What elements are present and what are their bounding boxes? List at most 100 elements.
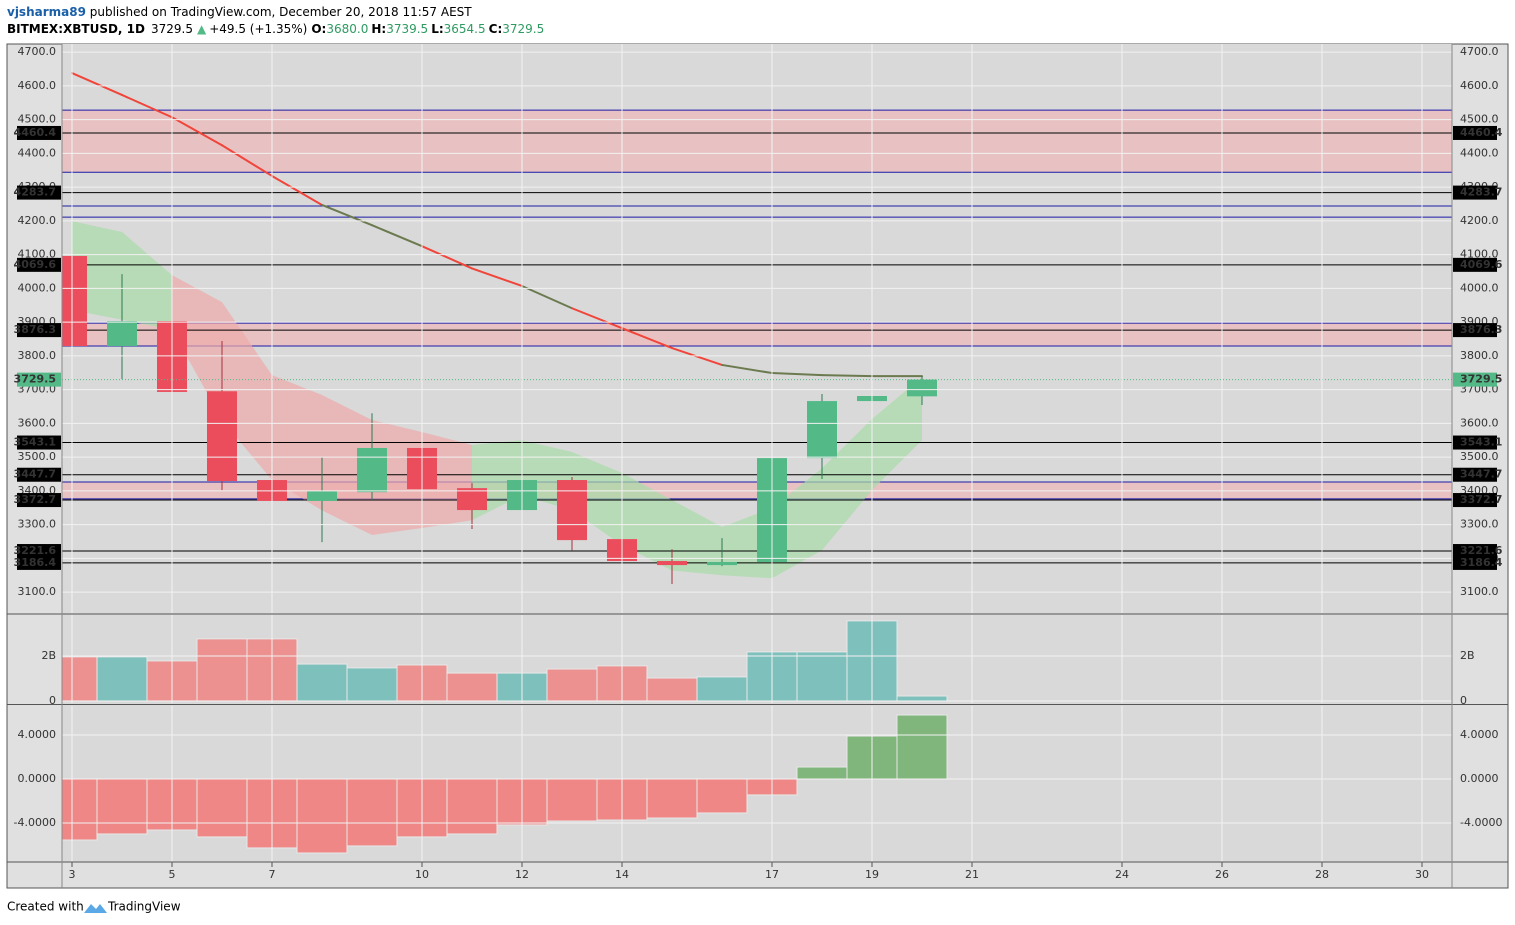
y-tick-label: 4.0000 (1460, 728, 1499, 741)
footer-brand[interactable]: TradingView (107, 900, 181, 914)
level-label: 3543.1 (1460, 436, 1502, 449)
candle-body (457, 488, 487, 511)
arrow: ▲ (197, 22, 207, 36)
level-box (1453, 493, 1497, 508)
author: vjsharma89 (7, 5, 86, 19)
c-label: C: (489, 22, 503, 36)
band-segment (222, 302, 272, 481)
y-tick-label: 4400.0 (18, 146, 57, 159)
candle-body (62, 255, 87, 347)
level-label: 4460.4 (14, 126, 57, 139)
y-tick-label: 0.0000 (1460, 772, 1499, 785)
candle-body (657, 561, 687, 566)
y-tick-label: 3300.0 (18, 518, 57, 531)
ma-segment (721, 363, 773, 375)
level-box (17, 257, 61, 272)
volume-bar (296, 663, 348, 702)
x-tick-label: 17 (765, 868, 779, 881)
y-tick-label: 0.0000 (18, 772, 57, 785)
candle-body (907, 379, 937, 397)
l: 3654.5 (444, 22, 486, 36)
oscillator-bar (796, 766, 848, 780)
y-tick-label: 4500.0 (1460, 113, 1499, 126)
x-tick-label: 30 (1415, 868, 1429, 881)
level-label: 4069.6 (14, 258, 57, 271)
level-box (17, 493, 61, 508)
y-tick-label: 4100.0 (1460, 248, 1499, 261)
change: +49.5 (+1.35%) (209, 22, 307, 36)
level-box (1453, 467, 1497, 482)
x-tick-label: 19 (865, 868, 879, 881)
last: 3729.5 (151, 22, 193, 36)
last-price-box (17, 372, 61, 387)
level-box (17, 435, 61, 450)
h-label: H: (371, 22, 386, 36)
level-box (17, 555, 61, 570)
oscillator-bar (546, 778, 598, 822)
level-label: 4069.6 (1460, 258, 1503, 271)
level-label: 4283.7 (1460, 186, 1502, 199)
h: 3739.5 (386, 22, 428, 36)
x-tick-label: 21 (965, 868, 979, 881)
c: 3729.5 (502, 22, 544, 36)
y-tick-label: 4700.0 (1460, 45, 1499, 58)
ma-segment (621, 327, 673, 350)
ma-segment (121, 93, 173, 119)
y-tick-label: 4600.0 (18, 79, 57, 92)
level-label: 3543.1 (14, 436, 56, 449)
level-box (1453, 323, 1497, 338)
ma-segment (571, 307, 623, 330)
y-tick-label: 3600.0 (1460, 416, 1499, 429)
o-label: O: (311, 22, 326, 36)
ma-segment (771, 372, 823, 377)
band-segment (822, 418, 872, 551)
y-tick-label: 3500.0 (18, 450, 57, 463)
y-tick-label: 2B (1460, 649, 1475, 662)
band-segment (872, 377, 922, 491)
published: published on TradingView.com, December 2… (86, 5, 472, 19)
last-price-label: 3729.5 (1460, 373, 1502, 386)
y-tick-label: 3800.0 (18, 349, 57, 362)
level-label: 3372.7 (1460, 493, 1502, 506)
y-tick-label: 4200.0 (1460, 214, 1499, 227)
level-label: 3186.4 (14, 556, 57, 569)
level-label: 3876.3 (1460, 323, 1502, 336)
oscillator-bar (96, 778, 148, 835)
volume-bar (896, 695, 948, 702)
ma-segment (821, 374, 873, 378)
level-label: 4460.4 (1460, 126, 1503, 139)
last-price-label: 3729.5 (14, 373, 56, 386)
level-box (1453, 555, 1497, 570)
level-label: 3447.7 (1460, 468, 1502, 481)
ma-segment (671, 347, 723, 366)
y-tick-label: 4500.0 (18, 113, 57, 126)
ma-segment (271, 174, 323, 206)
level-box (1453, 544, 1497, 559)
logo[interactable] (84, 904, 107, 913)
volume-bar (646, 677, 698, 702)
band-segment (672, 499, 722, 576)
level-label: 4283.7 (14, 186, 56, 199)
symbol-line: BITMEX:XBTUSD, 1D 3729.5 ▲ +49.5 (+1.35%) O:… (7, 22, 544, 36)
oscillator-bar (196, 778, 248, 838)
o: 3680.0 (326, 22, 368, 36)
zone (62, 110, 1452, 173)
level-box (1453, 125, 1497, 140)
level-label: 3186.4 (1460, 556, 1503, 569)
y-tick-label: 4000.0 (1460, 281, 1499, 294)
ma-segment (521, 284, 573, 310)
y-tick-label: 3100.0 (18, 585, 57, 598)
level-box (17, 544, 61, 559)
volume-bar (196, 638, 248, 702)
level-label: 3372.7 (14, 493, 56, 506)
oscillator-bar (696, 778, 748, 814)
level-label: 3447.7 (14, 468, 56, 481)
x-tick-label: 26 (1215, 868, 1229, 881)
y-tick-label: 3800.0 (1460, 349, 1499, 362)
x-tick-label: 10 (415, 868, 429, 881)
y-tick-label: 3600.0 (18, 416, 57, 429)
zone (62, 323, 1452, 347)
y-tick-label: 2B (41, 649, 56, 662)
level-label: 3221.6 (1460, 544, 1503, 557)
